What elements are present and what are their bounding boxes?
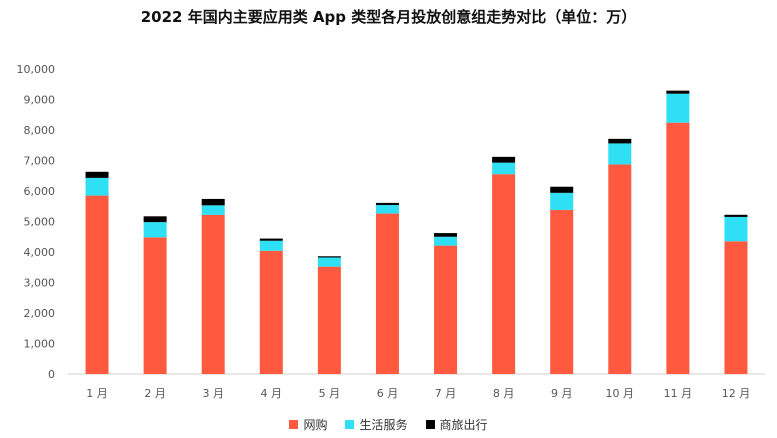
x-tick-label: 12 月 — [722, 387, 751, 400]
x-tick-label: 7 月 — [435, 387, 457, 400]
bar-segment-series-1 — [666, 122, 690, 375]
bar-segment-series-3 — [434, 233, 458, 237]
bar-segment-series-2 — [317, 257, 341, 267]
legend-item-series-1: 网购 — [289, 416, 327, 433]
y-tick-label: 6,000 — [24, 185, 56, 198]
x-tick-label: 8 月 — [493, 387, 515, 400]
legend-swatch-series-1 — [289, 420, 299, 429]
legend-label-series-3: 商旅出行 — [439, 418, 488, 432]
x-tick-label: 1 月 — [86, 387, 108, 400]
bar-segment-series-2 — [201, 205, 225, 215]
bar-segment-series-3 — [85, 171, 109, 178]
y-tick-label: 4,000 — [24, 246, 56, 259]
y-tick-label: 5,000 — [24, 216, 56, 229]
bar-segment-series-3 — [550, 186, 574, 193]
bar-segment-series-1 — [201, 214, 225, 374]
bar-segment-series-3 — [143, 216, 167, 223]
chart-title: 2022 年国内主要应用类 App 类型各月投放创意组走势对比（单位：万） — [140, 8, 637, 26]
y-tick-label: 7,000 — [24, 155, 56, 168]
x-tick-label: 6 月 — [377, 387, 399, 400]
x-tick-label: 10 月 — [606, 387, 635, 400]
bar-segment-series-2 — [608, 143, 632, 165]
bar-segment-series-1 — [85, 195, 109, 374]
bar-segment-series-2 — [492, 162, 516, 175]
bar-segment-series-2 — [85, 177, 109, 196]
x-tick-label: 2 月 — [144, 387, 166, 400]
bar-segment-series-1 — [259, 250, 283, 374]
x-tick-label: 4 月 — [261, 387, 283, 400]
bar-segment-series-3 — [317, 256, 341, 258]
x-tick-label: 5 月 — [319, 387, 341, 400]
bar-segment-series-3 — [608, 138, 632, 144]
y-tick-label: 8,000 — [24, 124, 56, 137]
y-tick-label: 2,000 — [24, 307, 56, 320]
bar-segment-series-2 — [375, 205, 399, 214]
bar-segment-series-1 — [143, 237, 167, 374]
x-tick-label: 3 月 — [202, 387, 224, 400]
legend-swatch-series-2 — [345, 420, 355, 429]
legend-item-series-3: 商旅出行 — [425, 416, 488, 433]
legend: 网购 生活服务 商旅出行 — [0, 416, 777, 433]
bar-segment-series-2 — [724, 216, 748, 242]
bar-segment-series-1 — [434, 245, 458, 374]
bar-segment-series-2 — [434, 236, 458, 246]
bar-segment-series-3 — [666, 90, 690, 94]
bar-segment-series-1 — [375, 213, 399, 374]
bar-segment-series-3 — [201, 198, 225, 206]
bar-segment-series-1 — [492, 174, 516, 374]
bar-segment-series-3 — [259, 238, 283, 241]
bar-segment-series-2 — [143, 222, 167, 238]
y-tick-label: 9,000 — [24, 94, 56, 107]
bar-segment-series-3 — [724, 214, 748, 217]
bar-segment-series-2 — [666, 93, 690, 123]
bar-segment-series-1 — [550, 209, 574, 374]
y-tick-label: 3,000 — [24, 277, 56, 290]
bar-segment-series-1 — [317, 266, 341, 374]
legend-label-series-1: 网购 — [303, 418, 328, 432]
bar-segment-series-1 — [608, 164, 632, 374]
bar-segment-series-1 — [724, 241, 748, 374]
bar-segment-series-2 — [550, 192, 574, 210]
x-tick-label: 9 月 — [551, 387, 573, 400]
bar-segment-series-3 — [492, 156, 516, 163]
legend-item-series-2: 生活服务 — [345, 416, 408, 433]
bar-segment-series-2 — [259, 240, 283, 251]
y-tick-label: 0 — [48, 368, 55, 381]
legend-label-series-2: 生活服务 — [359, 418, 408, 432]
y-tick-label: 10,000 — [17, 63, 56, 76]
y-tick-label: 1,000 — [24, 338, 56, 351]
bar-segment-series-3 — [375, 202, 399, 206]
x-tick-label: 11 月 — [664, 387, 693, 400]
legend-swatch-series-3 — [425, 420, 435, 429]
